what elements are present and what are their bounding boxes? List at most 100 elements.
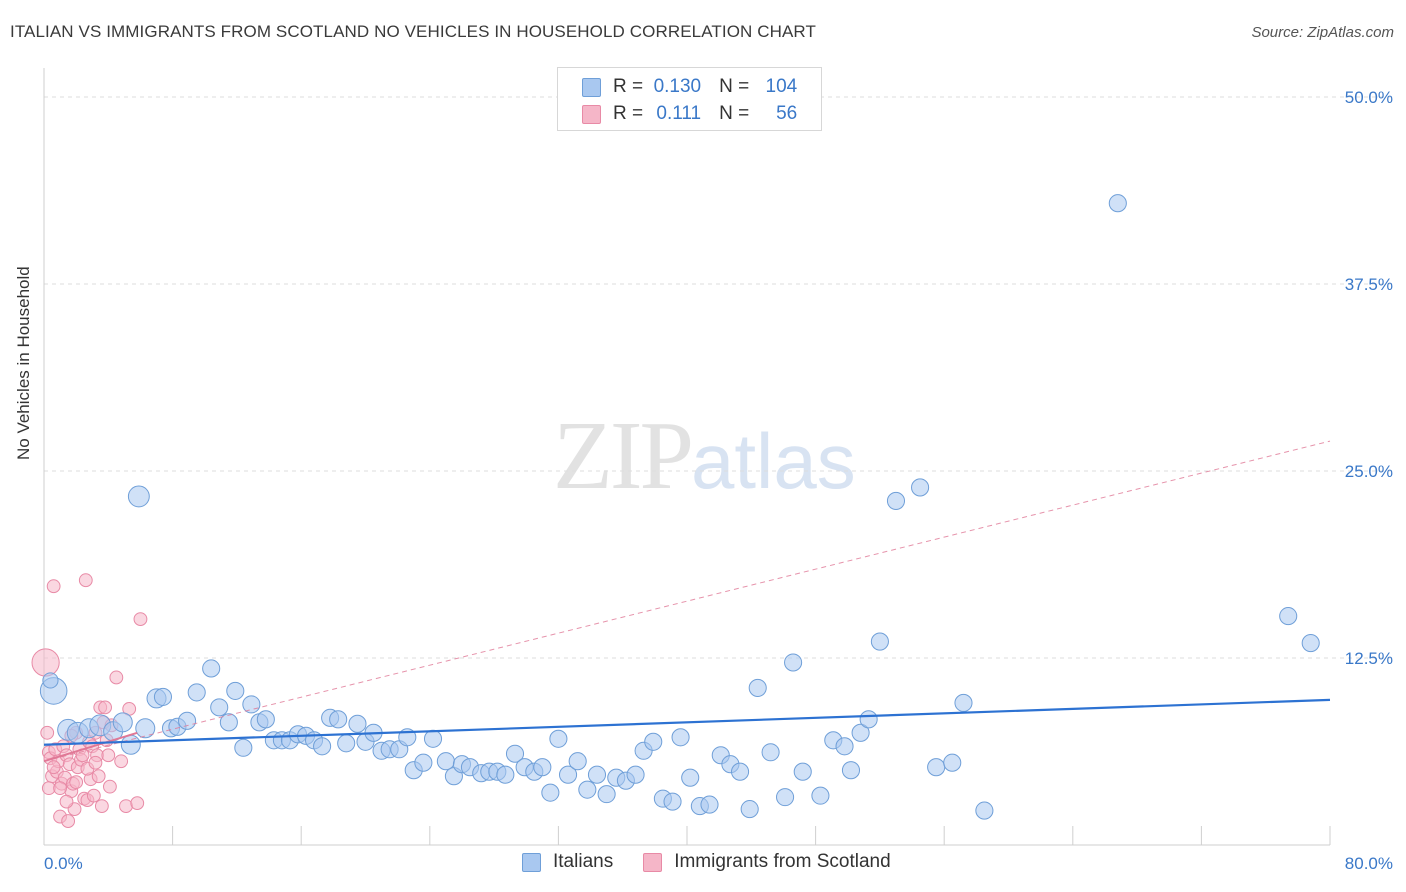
scotland-point <box>69 775 84 790</box>
series-legend-italians[interactable]: Italians <box>522 851 613 873</box>
italians-point <box>954 693 973 712</box>
italians-point <box>256 710 275 729</box>
scotland-point <box>103 779 117 794</box>
x-tick-label: 0.0% <box>44 854 83 873</box>
italians-point <box>42 672 59 689</box>
italians-point <box>112 712 133 733</box>
italians-point <box>851 723 870 742</box>
italians-point <box>423 729 443 748</box>
italians-point <box>242 695 261 714</box>
italians-point <box>496 765 515 784</box>
italians-point <box>761 743 780 762</box>
scotland-point <box>88 755 103 770</box>
scotland-point <box>61 814 76 828</box>
italians-point <box>219 713 238 732</box>
scotland-point <box>101 748 116 763</box>
legend-n-value: 104 <box>765 76 798 97</box>
italians-point <box>505 744 525 763</box>
italians-point <box>793 762 812 781</box>
italians-point <box>597 785 616 804</box>
legend-row-scotland: R = 0.111 N = 56 <box>582 101 797 127</box>
scotland-trend-solid <box>43 731 138 763</box>
italians-point <box>202 659 221 678</box>
italians-point <box>1108 194 1127 213</box>
legend-r-value: 0.111 <box>656 103 702 124</box>
y-tick-label: 25.0% <box>1345 462 1393 481</box>
italians-point <box>120 734 141 755</box>
scotland-point <box>53 781 67 796</box>
axis-layer <box>43 68 1331 846</box>
series-swatch-scotland <box>643 852 663 872</box>
y-axis-label: No Vehicles in Household <box>14 266 33 460</box>
scotland-point <box>91 769 106 784</box>
x-tick-label: 80.0% <box>1345 854 1393 873</box>
italians-point <box>153 687 173 706</box>
italians-point <box>187 683 206 702</box>
italians-point <box>541 783 560 802</box>
y-tick-label: 37.5% <box>1345 275 1393 294</box>
series-swatch-italians <box>522 852 541 872</box>
italians-point <box>226 681 245 700</box>
italians-point <box>313 737 332 756</box>
legend-swatch-italians <box>582 77 601 97</box>
scotland-point <box>114 754 129 769</box>
legend-r-label: R = <box>613 76 644 97</box>
italians-point <box>436 752 455 771</box>
legend-r-label: R = <box>613 103 644 124</box>
italians-point <box>975 801 994 820</box>
scotland-point <box>98 700 112 715</box>
italians-point <box>1279 607 1298 626</box>
italians-point <box>337 734 356 753</box>
legend-n-label: N = <box>719 76 750 97</box>
scotland-point <box>46 579 61 594</box>
trend-layer <box>43 440 1331 763</box>
italians-point <box>663 792 682 811</box>
italians-point <box>644 732 663 751</box>
italians-point <box>348 714 367 733</box>
italians-points <box>39 194 1320 820</box>
scotland-point <box>86 788 101 803</box>
legend-r-value: 0.130 <box>653 76 702 97</box>
scotland-trend-line <box>43 440 1331 762</box>
italians-point <box>135 718 156 739</box>
italians-point <box>558 765 578 784</box>
italians-point <box>748 678 767 697</box>
italians-point <box>234 738 253 757</box>
scotland-point <box>109 670 124 685</box>
italians-point <box>578 780 597 799</box>
italians-trend-line <box>43 698 1331 746</box>
italians-point <box>811 786 830 805</box>
chart-title: ITALIAN VS IMMIGRANTS FROM SCOTLAND NO V… <box>10 22 816 41</box>
italians-point <box>886 491 906 510</box>
scotland-point <box>46 760 61 775</box>
scotland-point <box>119 799 133 814</box>
italians-point <box>210 698 229 717</box>
y-tick-label: 50.0% <box>1345 88 1393 107</box>
scotland-point <box>59 794 74 809</box>
scotland-point <box>31 648 60 677</box>
italians-point <box>927 758 946 777</box>
watermark-atlas: atlas <box>691 417 856 505</box>
italians-point <box>870 632 889 651</box>
italians-point <box>1301 633 1320 653</box>
scotland-point <box>133 612 148 627</box>
legend-row-italians: R = 0.130 N = 104 <box>582 74 797 100</box>
italians-point <box>178 711 197 730</box>
legend-n-label: N = <box>719 103 750 124</box>
tick-label-layer: 12.5% 25.0% 37.5% 50.0% 0.0% 80.0% <box>44 88 1393 873</box>
italians-point <box>549 729 568 748</box>
italians-point <box>835 737 854 756</box>
italians-point <box>626 765 645 784</box>
italians-point <box>568 752 587 771</box>
italians-point <box>911 478 930 497</box>
stats-legend: R = 0.130 N = 104 R = 0.111 N = 56 <box>557 67 822 131</box>
italians-point <box>740 800 759 819</box>
italians-point <box>681 768 700 787</box>
scotland-point <box>130 796 145 811</box>
watermark-zip: ZIP <box>553 402 694 510</box>
legend-swatch-scotland <box>582 104 601 124</box>
legend-n-value: 56 <box>776 103 798 124</box>
series-legend: Italians Immigrants from Scotland <box>522 851 921 873</box>
series-legend-scotland[interactable]: Immigrants from Scotland <box>643 851 891 873</box>
